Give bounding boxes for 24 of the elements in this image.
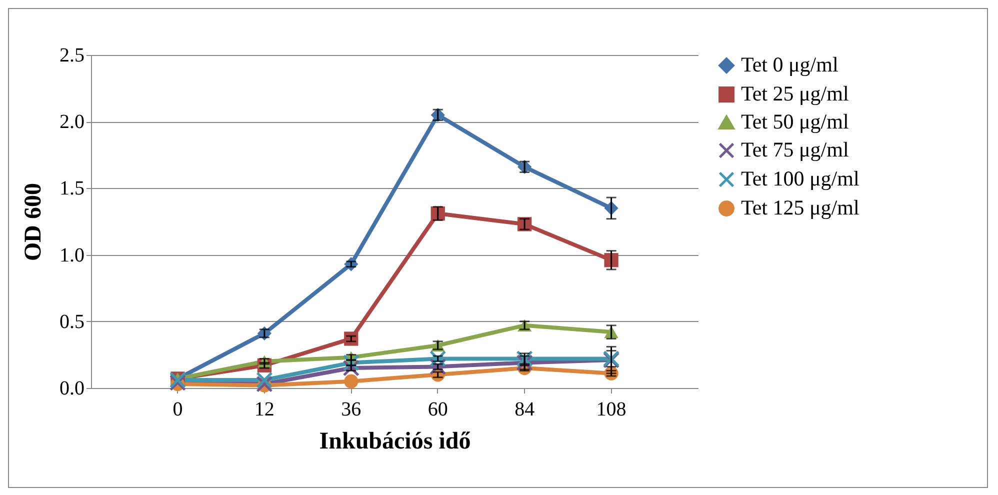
point: [256, 372, 273, 388]
legend-label: Tet 0 μg/ml: [741, 52, 838, 76]
y-tick-label: 0.0: [60, 378, 84, 400]
legend-label: Tet 75 μg/ml: [741, 138, 849, 162]
y-tick-label: 2.5: [60, 44, 84, 66]
x-tick-label: 60: [428, 398, 448, 420]
legend-label: Tet 25 μg/ml: [741, 82, 849, 106]
x-tick-label: 12: [254, 398, 274, 420]
x-axis-title: Inkubációs idő: [319, 428, 471, 454]
y-tick-label: 2.0: [60, 111, 84, 134]
point: [344, 374, 358, 388]
x-tick-label: 108: [596, 398, 626, 420]
y-tick-label: 1.0: [60, 244, 84, 266]
point: [516, 350, 533, 368]
legend-label: Tet 100 μg/ml: [741, 166, 860, 190]
y-tick-label: 1.5: [60, 178, 84, 200]
x-tick-label: 36: [341, 398, 362, 420]
y-axis-title: OD 600: [20, 183, 46, 261]
point: [342, 360, 360, 376]
y-tick-label: 0.5: [60, 310, 84, 333]
legend-label: Tet 125 μg/ml: [741, 196, 860, 220]
legend-label: Tet 50 μg/ml: [741, 110, 849, 134]
x-tick-label: 84: [514, 398, 535, 420]
x-tick-label: 0: [172, 398, 183, 420]
